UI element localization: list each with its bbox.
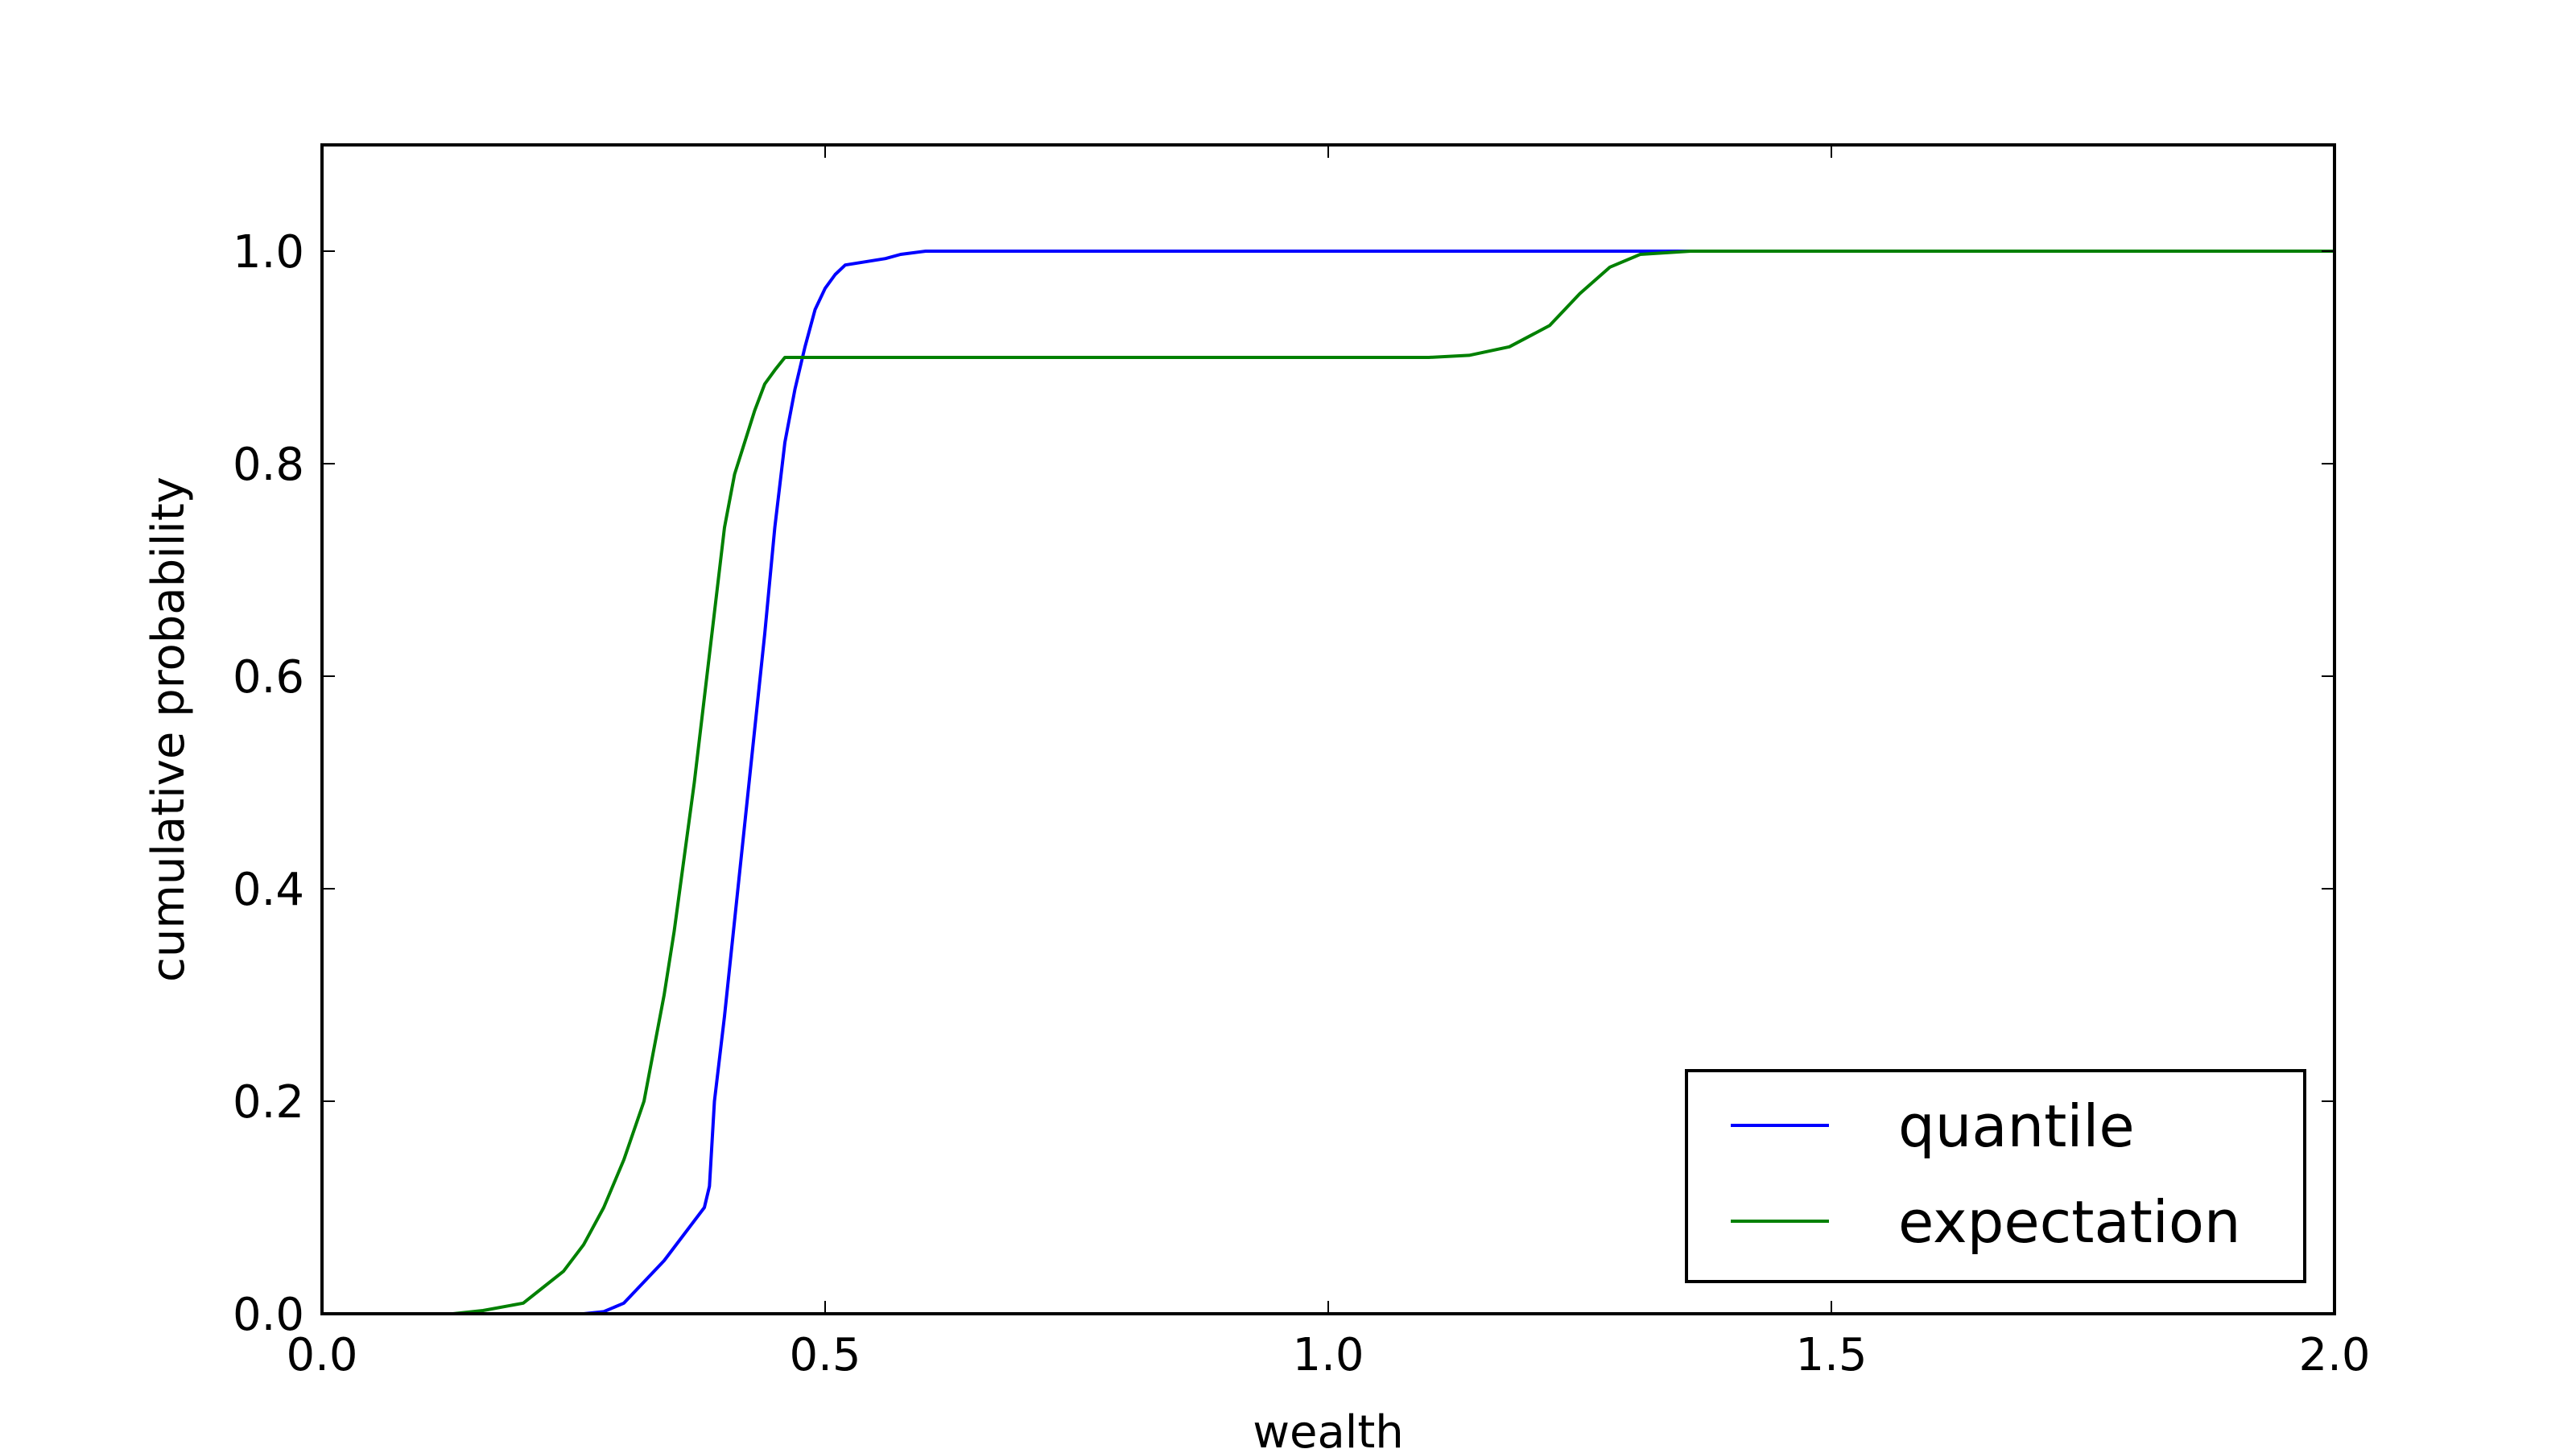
legend-label-quantile: quantile <box>1898 1092 2135 1160</box>
plot-lines <box>322 250 2334 1315</box>
x-tick-label: 0.5 <box>789 1329 861 1381</box>
y-axis-label: cumulative probability <box>142 477 195 982</box>
series-line-quantile <box>322 250 2334 1315</box>
series-line-expectation <box>322 250 2334 1315</box>
y-tick-label: 1.0 <box>233 226 304 279</box>
x-tick-label: 0.0 <box>286 1329 357 1381</box>
y-tick-label: 0.8 <box>233 439 304 491</box>
x-axis-label: wealth <box>1253 1406 1404 1449</box>
y-tick-label: 0.0 <box>233 1289 304 1341</box>
y-tick-label: 0.4 <box>233 864 304 916</box>
x-tick-label: 1.5 <box>1795 1329 1867 1381</box>
y-tick-label: 0.2 <box>233 1076 304 1129</box>
legend-frame <box>1685 1069 2306 1283</box>
x-tick-label: 1.0 <box>1292 1329 1364 1381</box>
axis-ticks <box>321 145 2335 1315</box>
axis-tick-labels: 0.0 0.5 1.0 1.5 2.0 0.0 0.2 0.4 0.6 0.8 1.0 <box>233 226 2371 1381</box>
legend-label-expectation: expectation <box>1898 1188 2241 1256</box>
legend: quantile expectation <box>1685 1069 2306 1283</box>
x-tick-label: 2.0 <box>2298 1329 2370 1381</box>
y-tick-label: 0.6 <box>233 651 304 704</box>
